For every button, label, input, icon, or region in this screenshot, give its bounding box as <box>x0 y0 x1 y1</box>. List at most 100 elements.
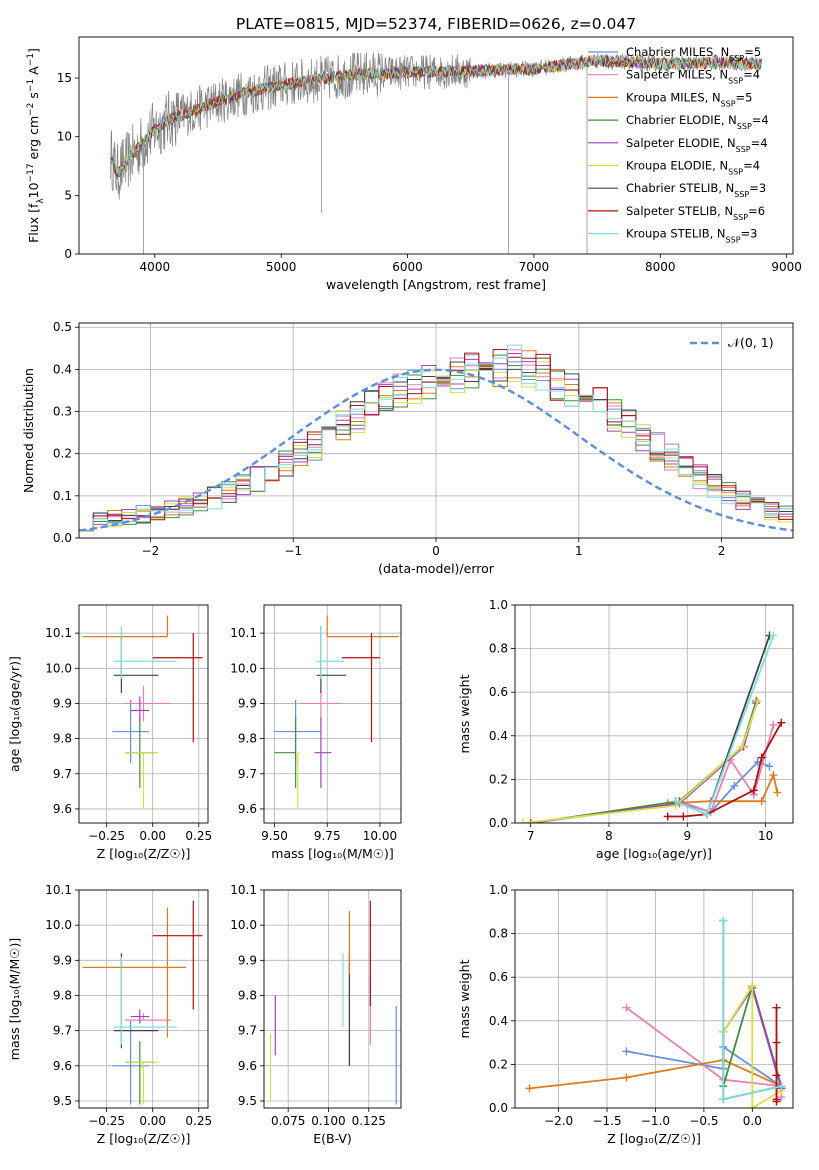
x-axis-label: mass [log₁₀(M/M☉)] <box>271 846 393 861</box>
x-axis-label: Z [log₁₀(Z/Z☉)] <box>97 846 191 861</box>
legend-sub: SSP <box>736 144 751 153</box>
y-axis-label-part: −1 <box>26 79 36 92</box>
series-marker-kroupa-stelib <box>719 1095 728 1104</box>
y-tick-label: 0.8 <box>489 642 508 656</box>
axes-frame <box>78 889 209 1109</box>
legend-value: =5 <box>744 45 761 59</box>
z-massweight-panel: −2.0 −1.5 −1.0 −0.5 0.0 0.0 0.2 0.4 0.6 0.8 1.0 Z [… <box>457 883 794 1146</box>
y-tick-label: 0.6 <box>489 685 508 699</box>
y-axis-label: Normed distribution <box>21 368 36 493</box>
plot-area <box>110 52 762 254</box>
plot-area <box>82 615 203 809</box>
plot-area <box>525 916 786 1108</box>
y-axis-label: mass [log₁₀(M/M☉)] <box>7 938 22 1060</box>
normal-curve <box>79 368 793 532</box>
x-tick-label: 6000 <box>392 260 423 274</box>
y-tick-label: 0.0 <box>489 1101 508 1115</box>
series-marker-kroupa-miles <box>773 788 782 797</box>
y-tick-label: 9.8 <box>238 988 257 1002</box>
spectrum-panel: 4000 5000 6000 7000 8000 9000 0 5 10 15 wavelength… <box>26 36 802 292</box>
series-marker-salpeter-stelib <box>777 718 786 727</box>
series-marker-kroupa-elodie <box>753 696 762 705</box>
y-tick-label: 9.7 <box>238 767 257 781</box>
y-axis-label-part: s <box>26 92 41 103</box>
legend-entry: 𝒩(0, 1) <box>728 335 774 350</box>
y-axis-label: mass weight <box>457 674 472 753</box>
x-tick-label: 5000 <box>266 260 297 274</box>
series-marker-salpeter-miles <box>769 720 778 729</box>
x-tick-label: 1 <box>575 544 583 558</box>
legend-sub: SSP <box>734 190 749 199</box>
legend-entry: Salpeter ELODIE, NSSP=4 <box>626 136 768 154</box>
y-axis-label-part: λ <box>36 198 46 204</box>
y-tick-label: 0.5 <box>53 320 72 334</box>
series-marker-kroupa-elodie <box>518 819 527 823</box>
legend-value: =6 <box>748 204 765 218</box>
x-axis-label: Z [log₁₀(Z/Z☉)] <box>607 1131 701 1146</box>
x-tick-label: 2 <box>718 544 726 558</box>
series-marker-kroupa-stelib <box>702 810 711 819</box>
y-tick-label: 9.6 <box>53 1059 72 1073</box>
y-axis-label-part: −2 <box>26 103 36 116</box>
y-axis-label-part: Flux [f <box>26 203 41 243</box>
y-axis-label-part: −1 <box>26 53 36 66</box>
plot-area <box>79 344 793 538</box>
series-marker-salpeter-elodie <box>526 819 535 823</box>
figure-title: PLATE=0815, MJD=52374, FIBERID=0626, z=0… <box>236 15 636 33</box>
legend-sub: SSP <box>729 54 744 63</box>
y-tick-label: 0.2 <box>489 1057 508 1071</box>
y-tick-label: 1.0 <box>489 883 508 897</box>
y-tick-label: 10.1 <box>45 883 72 897</box>
legend-entry: Chabrier ELODIE, NSSP=4 <box>626 113 769 131</box>
ebv-mass-panel: 0.075 0.100 0.125 9.5 9.6 9.7 9.8 9.9 10.0 10.1 E(… <box>230 883 402 1146</box>
y-tick-label: 10.0 <box>230 918 257 932</box>
y-axis-label-part: erg cm <box>26 116 41 164</box>
x-tick-label: 7000 <box>519 260 550 274</box>
mass-age-panel: 9.50 9.75 10.00 9.6 9.7 9.8 9.9 10.0 10.1 mass [l… <box>230 604 402 861</box>
x-tick-label: 4000 <box>140 260 171 274</box>
legend-entry: Chabrier MILES, NSSP=5 <box>626 45 761 63</box>
x-axis-label: wavelength [Angstrom, rest frame] <box>326 277 546 292</box>
y-tick-label: 9.7 <box>53 1024 72 1038</box>
y-tick-label: 9.7 <box>238 1024 257 1038</box>
legend-entry: Kroupa MILES, NSSP=5 <box>626 90 752 108</box>
series-marker-kroupa-miles <box>525 1084 534 1093</box>
series-marker-kroupa-miles <box>769 771 778 780</box>
y-tick-label: 9.8 <box>53 988 72 1002</box>
y-tick-label: 0.0 <box>489 816 508 830</box>
y-axis-label-part: 10 <box>26 182 41 198</box>
legend-sub: SSP <box>726 235 741 244</box>
plot-area <box>518 631 786 823</box>
x-tick-label: 0.075 <box>271 1114 305 1128</box>
legend-sub: SSP <box>721 99 736 108</box>
series-marker-salpeter-stelib <box>772 1038 781 1047</box>
legend-entry: Salpeter STELIB, NSSP=6 <box>626 204 765 222</box>
y-axis-label: age [log₁₀(age/yr)] <box>7 656 22 772</box>
legend-value: =4 <box>743 68 760 82</box>
x-axis-label: Z [log₁₀(Z/Z☉)] <box>97 1131 191 1146</box>
x-tick-label: 10 <box>758 829 773 843</box>
x-tick-label: 0.25 <box>185 829 212 843</box>
series-line-kroupa-stelib <box>675 635 775 816</box>
series-marker-salpeter-stelib <box>772 1095 781 1104</box>
legend-entry: Chabrier STELIB, NSSP=3 <box>626 181 766 199</box>
axes-frame <box>78 322 794 539</box>
x-tick-label: −1 <box>284 544 302 558</box>
y-axis-label: mass weight <box>457 959 472 1038</box>
y-tick-label: 0.3 <box>53 405 72 419</box>
x-tick-label: −2.0 <box>544 1114 573 1128</box>
x-tick-label: 10.00 <box>363 829 397 843</box>
legend-name: Kroupa ELODIE, N <box>626 159 728 173</box>
y-tick-label: 0.1 <box>53 489 72 503</box>
z-mass-panel: −0.25 0.00 0.25 9.5 9.6 9.7 9.8 9.9 10.0 10.1 Z [l… <box>7 883 212 1146</box>
x-tick-label: 0.00 <box>139 1114 166 1128</box>
model-line-kroupa-stelib <box>110 54 762 176</box>
y-tick-label: 9.8 <box>238 732 257 746</box>
legend-value: =5 <box>736 90 753 104</box>
legend-entry: Kroupa ELODIE, NSSP=4 <box>626 159 760 177</box>
histogram-step-kroupa-elodie <box>79 361 793 538</box>
y-axis-label-part: −17 <box>26 163 36 182</box>
legend-name: Salpeter MILES, N <box>626 68 728 82</box>
age-massweight-panel: 7 8 9 10 0.0 0.2 0.4 0.6 0.8 1.0 age [log₁₀(age/yr… <box>457 598 794 861</box>
series-marker-kroupa-stelib <box>719 916 728 925</box>
